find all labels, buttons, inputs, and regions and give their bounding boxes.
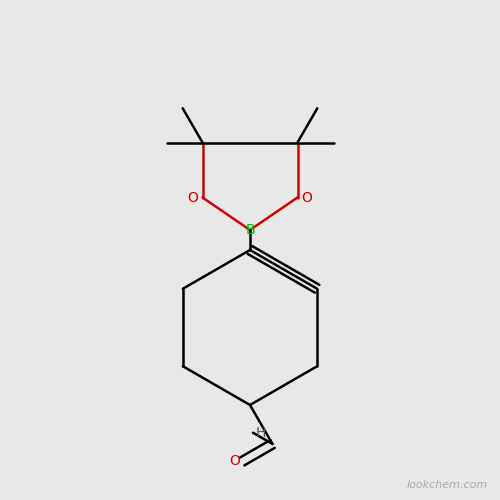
Text: B: B [245,223,255,237]
Text: O: O [302,190,312,204]
Text: O: O [188,190,198,204]
Text: H: H [256,426,266,440]
Text: lookchem.com: lookchem.com [406,480,487,490]
Text: O: O [229,454,239,468]
